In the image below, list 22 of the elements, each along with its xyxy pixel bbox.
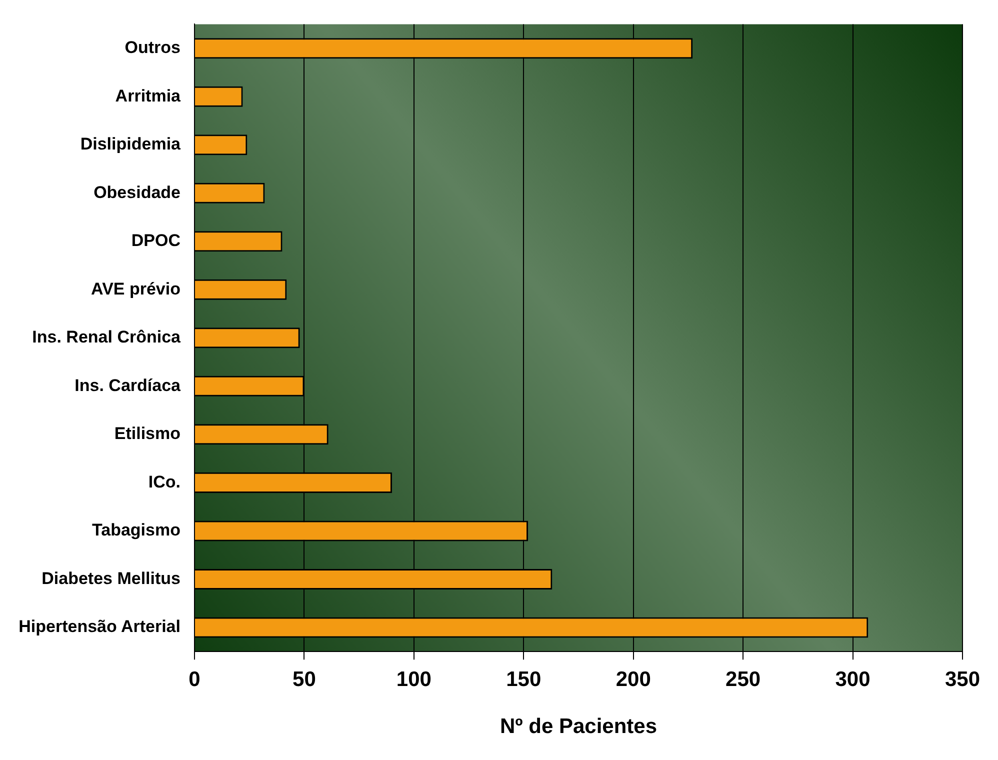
y-tick-label: Dislipidemia <box>80 134 182 154</box>
y-tick-label: Etilismo <box>114 424 180 444</box>
y-tick-label: ICo. <box>148 472 180 492</box>
y-tick-label: Outros <box>124 38 180 58</box>
x-tick-label: 300 <box>835 668 870 691</box>
y-tick-label: Ins. Renal Crônica <box>32 328 182 347</box>
y-tick-label: AVE prévio <box>91 279 180 298</box>
y-tick-label: Ins. Cardíaca <box>74 376 182 395</box>
y-tick-label: Arritmia <box>115 86 182 106</box>
x-axis-title: Nº de Pacientes <box>500 715 658 738</box>
y-tick-label: Hipertensão Arterial <box>18 617 180 636</box>
x-tick-label: 100 <box>396 668 432 691</box>
x-tick-label: 350 <box>944 668 980 691</box>
x-tick-label: 150 <box>506 668 542 691</box>
y-tick-label: DPOC <box>131 231 180 250</box>
x-tick-label: 50 <box>292 668 316 691</box>
y-tick-label: Diabetes Mellitus <box>42 568 180 588</box>
x-tick-label: 0 <box>188 668 200 691</box>
x-tick-label: 200 <box>616 668 651 691</box>
y-tick-label: Obesidade <box>94 182 180 202</box>
x-tick-label: 250 <box>726 668 761 691</box>
y-tick-label: Tabagismo <box>92 520 180 540</box>
